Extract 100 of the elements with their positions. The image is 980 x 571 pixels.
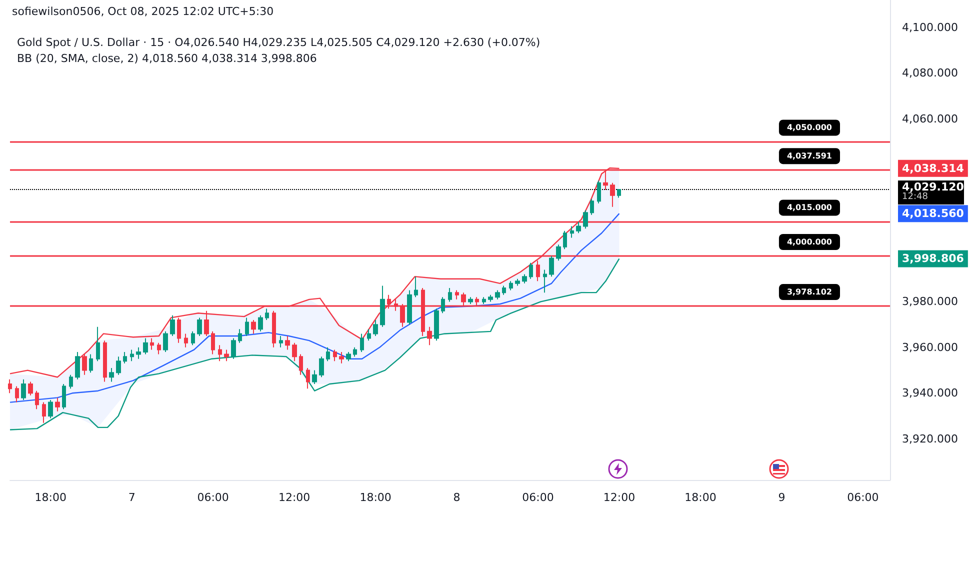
candlestick [55,397,60,412]
ref-line-label: 4,000.000 [786,238,832,246]
candlestick [130,349,134,362]
candlestick [529,262,533,280]
candlestick [333,349,337,362]
x-tick-label: 06:00 [197,491,229,504]
candlestick [414,276,418,298]
y-tick-label: 3,960.000 [902,340,958,354]
candlestick [495,290,500,300]
candlestick [279,336,283,348]
ref-line-label: 4,050.000 [786,123,832,132]
candlestick [89,354,93,374]
candlestick [380,285,385,328]
candlestick [326,346,330,362]
candlestick [434,308,439,342]
candlestick [28,381,33,396]
candlestick [177,317,181,344]
candlestick [48,400,53,419]
candlestick [191,330,195,346]
candlestick [150,338,154,350]
candlestick [353,346,357,358]
candlestick [8,378,12,394]
candlestick [197,317,202,336]
candlestick [509,280,513,291]
x-tick-label: 18:00 [34,491,66,504]
candlestick [163,330,168,352]
candlestick [441,296,445,314]
ref-line-label: 4,037.591 [786,152,832,161]
y-tick-label: 4,060.000 [902,112,958,126]
candlestick [96,326,100,362]
text: BB (20, SMA, close, 2) 4,018.560 4,038.314 3,998.806 [17,52,317,65]
candlestick [62,384,66,410]
y-tick-label: 3,998.806 [902,252,964,266]
candlestick [258,314,263,332]
candlestick [610,182,615,208]
text: Gold Spot / U.S. Dollar · 15 · O4,026.540 H4,029.235 L4,025.505 C4,029.120 +2.630 (+0.07%) [17,36,540,49]
y-tick-label: 4,080.000 [902,66,958,80]
candlestick [157,342,161,355]
x-tick-label: 06:00 [847,491,879,504]
candlestick [597,180,601,204]
candlestick [339,352,344,364]
candlestick [407,290,412,326]
y-tick-label: 3,980.000 [902,295,958,308]
candlestick [448,288,452,302]
candlestick [346,352,351,362]
y-tick-label: 4,100.000 [902,20,958,34]
candlestick [251,320,256,334]
y-tick-label: 4,018.560 [902,207,964,220]
candlestick [224,349,229,362]
x-tick-label: 12:00 [603,491,636,504]
x-tick-label: 18:00 [684,491,716,504]
candlestick [245,317,249,336]
candlestick [109,368,114,382]
candlestick [515,278,520,286]
candlestick [549,256,554,278]
candlestick [536,260,540,282]
candlestick [238,328,242,344]
candlestick [488,294,493,302]
candlestick [468,296,473,304]
candlestick [211,330,215,355]
candlestick [136,346,141,360]
candlestick [285,336,290,350]
candlestick [556,244,561,262]
candlestick [482,296,486,304]
x-tick-label: 9 [778,491,786,504]
candlestick [218,344,222,362]
annotation: sofiewilson0506, Oct 08, 2025 12:02 UTC+5:30 [12,5,274,18]
candlestick [292,342,297,362]
text: 12:48 [902,192,928,202]
candlestick [306,368,310,390]
candlestick [373,320,378,336]
candlestick [570,226,574,238]
candlestick [367,328,371,342]
candlestick [427,326,432,346]
x-tick-label: 7 [128,491,136,504]
candlestick [265,308,269,320]
candlestick [69,374,73,390]
y-tick-label: 3,940.000 [902,386,958,400]
ref-line-label: 4,015.000 [786,203,832,212]
candlestick [123,352,127,364]
candlestick [170,314,175,336]
y-tick-label: 3,920.000 [902,432,958,446]
candlestick [299,354,303,376]
candlestick [312,370,317,384]
x-tick-label: 8 [453,491,460,504]
candlestick [75,352,80,380]
candlestick [576,221,581,234]
candlestick [543,269,547,294]
candlestick [563,230,567,250]
line-series [9,212,620,403]
y-tick-label: 4,038.314 [902,162,964,175]
candlestick [103,340,107,382]
candlestick [502,285,506,296]
candlestick [116,356,121,376]
candlestick [35,390,39,410]
candlestick [455,290,459,300]
candlestick [42,402,46,424]
candlestick [360,333,364,352]
candlestick [231,338,236,360]
candlestick [143,338,148,355]
